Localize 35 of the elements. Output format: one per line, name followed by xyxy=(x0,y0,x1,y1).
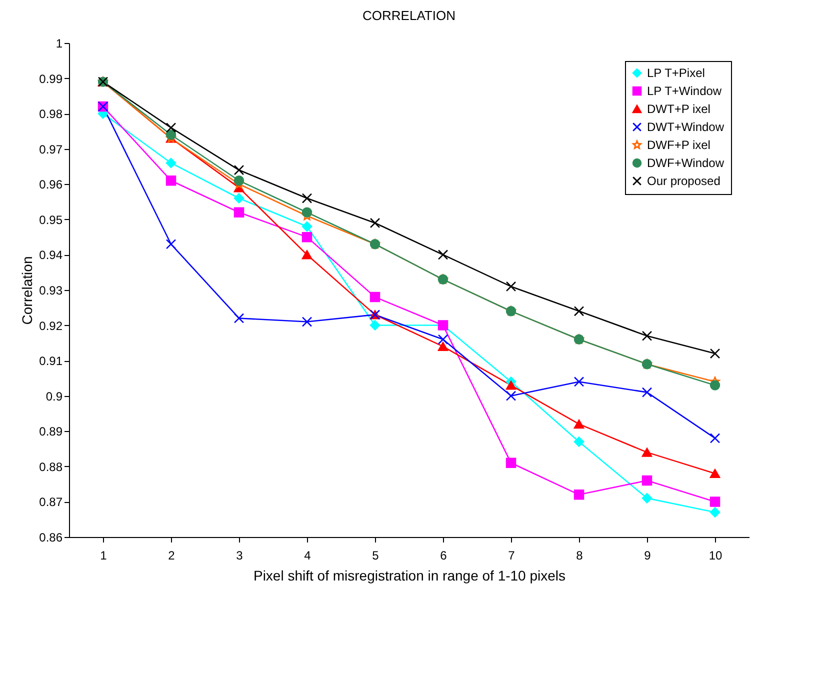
y-tick-label: 0.99 xyxy=(39,72,63,86)
legend-label: LP T+Window xyxy=(647,84,722,98)
x-tick-label: 9 xyxy=(644,548,652,562)
y-tick-label: 0.96 xyxy=(39,178,63,192)
y-tick-label: 0.93 xyxy=(39,284,63,298)
chart-title: CORRELATION xyxy=(362,8,456,23)
y-tick-label: 0.9 xyxy=(46,389,63,404)
x-tick-label: 10 xyxy=(708,548,722,562)
legend-label: DWT+Window xyxy=(647,120,724,134)
x-tick-label: 2 xyxy=(168,548,176,562)
legend-label: LP T+Pixel xyxy=(647,66,705,80)
y-tick-label: 0.95 xyxy=(39,212,63,227)
x-tick-label: 4 xyxy=(304,548,312,562)
legend-label: Our proposed xyxy=(647,174,720,188)
legend-label: DWT+P ixel xyxy=(647,102,710,116)
y-axis-title: Correlation xyxy=(19,256,36,325)
y-tick-label: 1 xyxy=(56,36,63,50)
y-tick-label: 0.94 xyxy=(39,248,63,262)
y-tick-label: 0.92 xyxy=(39,318,63,333)
y-tick-label: 0.87 xyxy=(39,495,63,510)
legend-label: DWF+P ixel xyxy=(647,138,710,152)
x-tick-label: 5 xyxy=(372,548,380,562)
y-tick-label: 0.98 xyxy=(39,107,63,122)
y-tick-label: 0.86 xyxy=(39,530,63,544)
x-tick-label: 7 xyxy=(508,548,516,562)
y-tick-label: 0.91 xyxy=(39,354,63,368)
x-axis-title: Pixel shift of misregistration in range of 1-10 pixels xyxy=(253,568,566,584)
x-tick-label: 8 xyxy=(576,548,584,562)
x-tick-label: 1 xyxy=(100,548,108,562)
x-tick-label: 3 xyxy=(236,548,244,562)
y-tick-label: 0.88 xyxy=(39,460,63,474)
legend-label: DWF+Window xyxy=(647,156,724,170)
x-tick-label: 6 xyxy=(440,548,448,562)
y-tick-label: 0.97 xyxy=(39,142,63,156)
y-tick-label: 0.89 xyxy=(39,424,63,439)
